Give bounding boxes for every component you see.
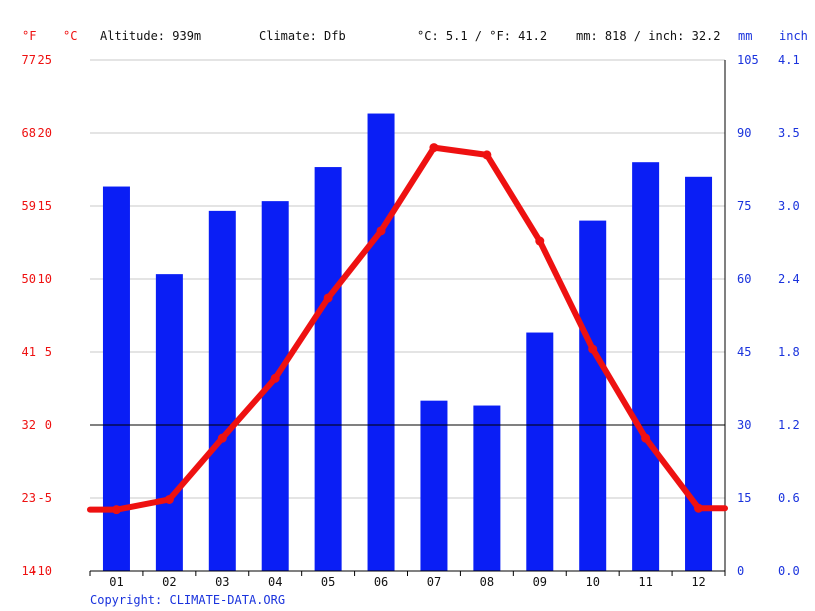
month-label: 01 xyxy=(109,575,123,589)
temperature-point xyxy=(694,503,704,513)
temperature-point xyxy=(217,433,227,443)
fahrenheit-tick-label: 59 xyxy=(22,199,36,213)
celsius-tick-label: -10 xyxy=(30,564,52,578)
month-label: 06 xyxy=(374,575,388,589)
precipitation-bar xyxy=(420,400,448,571)
temperature-average-label: °C: 5.1 / °F: 41.2 xyxy=(417,29,547,43)
mm-tick-label: 15 xyxy=(737,491,751,505)
celsius-tick-label: 0 xyxy=(45,418,52,432)
month-label: 07 xyxy=(427,575,441,589)
month-label: 05 xyxy=(321,575,335,589)
celsius-tick-label: 20 xyxy=(38,126,52,140)
inch-tick-label: 0.0 xyxy=(778,564,800,578)
precipitation-bar xyxy=(526,332,554,571)
temperature-point xyxy=(429,143,439,153)
fahrenheit-unit-label: °F xyxy=(22,29,36,43)
precipitation-bars xyxy=(102,113,713,572)
temperature-point xyxy=(588,344,598,354)
inch-tick-label: 2.4 xyxy=(778,272,800,286)
month-label: 08 xyxy=(480,575,494,589)
precipitation-bar xyxy=(473,405,501,571)
celsius-tick-label: 5 xyxy=(45,345,52,359)
month-label: 04 xyxy=(268,575,282,589)
inch-tick-label: 3.0 xyxy=(778,199,800,213)
precipitation-bar xyxy=(208,210,236,571)
temperature-point xyxy=(323,293,333,303)
climate-label: Climate: Dfb xyxy=(259,29,346,43)
temperature-point xyxy=(482,150,492,160)
month-label: 11 xyxy=(638,575,652,589)
precipitation-bar xyxy=(155,274,183,571)
mm-tick-label: 45 xyxy=(737,345,751,359)
temperature-point xyxy=(111,505,121,515)
inch-tick-label: 1.8 xyxy=(778,345,800,359)
mm-tick-label: 90 xyxy=(737,126,751,140)
month-label: 02 xyxy=(162,575,176,589)
temperature-line xyxy=(87,143,728,515)
temperature-point xyxy=(535,236,545,246)
fahrenheit-tick-label: 32 xyxy=(22,418,36,432)
mm-tick-label: 105 xyxy=(737,53,759,67)
temperature-line-path xyxy=(87,144,728,513)
celsius-unit-label: °C xyxy=(63,29,77,43)
precipitation-bar xyxy=(367,113,395,572)
month-label: 09 xyxy=(533,575,547,589)
copyright-label: Copyright: CLIMATE-DATA.ORG xyxy=(90,593,285,607)
inch-tick-label: 0.6 xyxy=(778,491,800,505)
temperature-point xyxy=(164,494,174,504)
temperature-point xyxy=(376,226,386,236)
fahrenheit-tick-label: 14 xyxy=(22,564,36,578)
inch-tick-label: 4.1 xyxy=(778,53,800,67)
inch-tick-label: 3.5 xyxy=(778,126,800,140)
mm-unit-label: mm xyxy=(738,29,752,43)
fahrenheit-tick-label: 41 xyxy=(22,345,36,359)
temperature-point xyxy=(270,373,280,383)
inch-tick-label: 1.2 xyxy=(778,418,800,432)
temperature-point xyxy=(641,433,651,443)
month-label: 10 xyxy=(585,575,599,589)
precipitation-bar xyxy=(314,167,342,572)
mm-tick-label: 0 xyxy=(737,564,744,578)
celsius-tick-label: 10 xyxy=(38,272,52,286)
gridlines xyxy=(90,59,725,572)
mm-tick-label: 60 xyxy=(737,272,751,286)
mm-tick-label: 75 xyxy=(737,199,751,213)
celsius-tick-label: 15 xyxy=(38,199,52,213)
fahrenheit-tick-label: 50 xyxy=(22,272,36,286)
precipitation-total-label: mm: 818 / inch: 32.2 xyxy=(576,29,721,43)
month-label: 12 xyxy=(691,575,705,589)
fahrenheit-tick-label: 68 xyxy=(22,126,36,140)
month-label: 03 xyxy=(215,575,229,589)
axes xyxy=(89,60,726,576)
fahrenheit-tick-label: 23 xyxy=(22,491,36,505)
precipitation-bar xyxy=(579,220,607,571)
inch-unit-label: inch xyxy=(779,29,808,43)
altitude-label: Altitude: 939m xyxy=(100,29,201,43)
fahrenheit-tick-label: 77 xyxy=(22,53,36,67)
mm-tick-label: 30 xyxy=(737,418,751,432)
celsius-tick-label: 25 xyxy=(38,53,52,67)
celsius-tick-label: -5 xyxy=(38,491,52,505)
precipitation-bar xyxy=(632,162,660,571)
